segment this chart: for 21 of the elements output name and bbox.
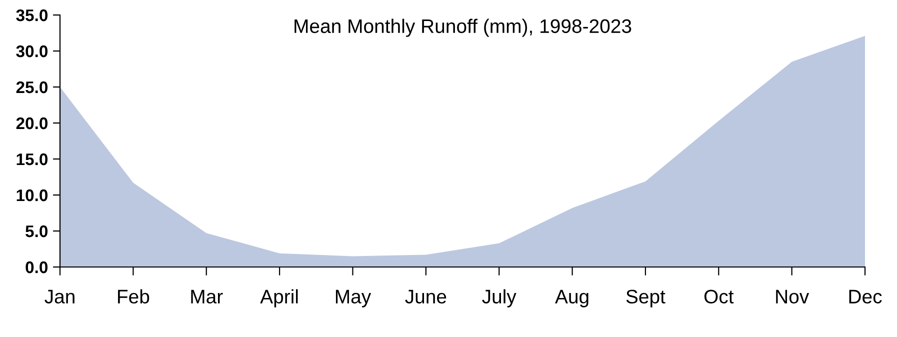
y-tick-label: 10.0 <box>16 189 48 202</box>
y-tick-label: 30.0 <box>16 45 48 58</box>
x-tick-label: June <box>405 290 446 304</box>
x-tick-label: Oct <box>704 290 734 304</box>
y-tick-label: 25.0 <box>16 81 48 94</box>
y-tick-label: 15.0 <box>16 153 48 166</box>
x-tick-label: Aug <box>555 290 588 308</box>
x-tick-label: May <box>336 290 372 308</box>
x-tick-label: July <box>482 289 516 308</box>
y-tick-label: 35.0 <box>16 9 48 22</box>
x-tick-label: Jan <box>44 290 74 304</box>
y-tick-label: 20.0 <box>16 117 48 130</box>
x-tick-label: April <box>260 289 298 308</box>
chart-title: Mean Monthly Runoff (mm), 1998-2023 <box>294 18 632 37</box>
x-tick-label: Dec <box>849 290 882 304</box>
y-tick-label: 5.0 <box>26 225 48 238</box>
y-tick-label: 0.0 <box>26 261 48 274</box>
x-tick-label: Feb <box>118 289 150 304</box>
x-tick-label: Sept <box>626 290 666 308</box>
x-tick-label: Mar <box>191 290 223 304</box>
x-tick-label: Nov <box>776 290 810 304</box>
